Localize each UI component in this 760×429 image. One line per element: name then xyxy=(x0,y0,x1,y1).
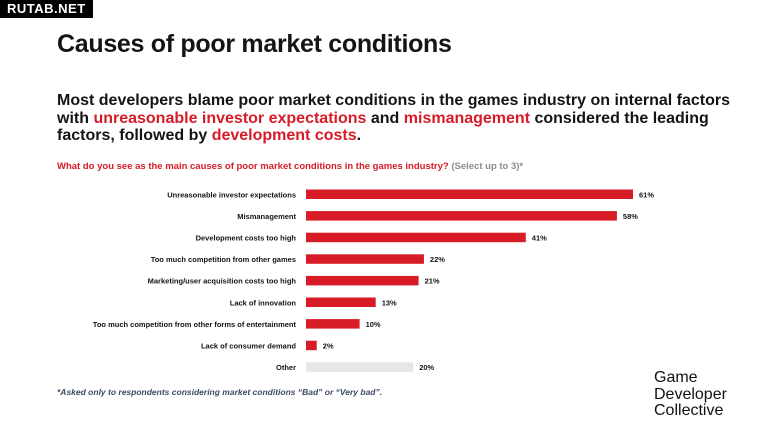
headline-highlight-investor: unreasonable investor expectations xyxy=(93,109,367,127)
headline-highlight-costs: development costs xyxy=(211,127,357,144)
category-label-lack-of-innovation: Lack of innovation xyxy=(230,298,297,307)
bar-too-much-competition-from-other-games xyxy=(306,254,424,264)
category-label-lack-of-consumer-demand: Lack of consumer demand xyxy=(201,341,296,350)
value-label-lack-of-innovation: 13% xyxy=(382,298,397,307)
bar-lack-of-innovation xyxy=(306,297,376,307)
category-label-too-much-competition-from-other-games: Too much competition from other games xyxy=(151,255,296,264)
survey-question-text: What do you see as the main causes of po… xyxy=(57,161,449,172)
value-label-unreasonable-investor-expectations: 61% xyxy=(639,190,654,199)
category-label-too-much-competition-from-other-forms-of-entertainment: Too much competition from other forms of… xyxy=(93,320,297,329)
survey-question-note: (Select up to 3)* xyxy=(451,161,524,172)
headline-highlight-mismanagement: mismanagement xyxy=(403,109,531,127)
bar-too-much-competition-from-other-forms-of-entertainment xyxy=(306,319,360,329)
headline-text-1: Most developers blame poor market condit… xyxy=(57,92,731,127)
category-label-mismanagement: Mismanagement xyxy=(237,212,296,221)
value-label-mismanagement: 58% xyxy=(623,212,638,221)
logo-line-game: Game xyxy=(654,369,698,386)
bar-mismanagement xyxy=(306,211,617,221)
bar-lack-of-consumer-demand xyxy=(306,340,317,351)
value-label-too-much-competition-from-other-games: 22% xyxy=(430,255,445,264)
category-label-unreasonable-investor-expectations: Unreasonable investor expectations xyxy=(167,190,296,199)
category-label-other: Other xyxy=(276,363,296,372)
headline-text-2: and xyxy=(366,109,404,127)
logo-line-collective: Collective xyxy=(654,402,724,419)
watermark: RUTAB.NET xyxy=(0,0,93,18)
headline-text-3: considered the leading factors, followed… xyxy=(57,109,709,145)
category-label-development-costs-too-high: Development costs too high xyxy=(196,233,297,242)
logo-line-developer: Developer xyxy=(654,385,727,403)
headline-text-4: . xyxy=(356,127,362,144)
page-title: Causes of poor market conditions xyxy=(57,30,452,58)
bar-unreasonable-investor-expectations xyxy=(306,189,633,199)
survey-question: What do you see as the main causes of po… xyxy=(57,161,747,172)
value-label-other: 20% xyxy=(419,363,434,372)
footnote: *Asked only to respondents considering m… xyxy=(57,387,383,397)
bar-other xyxy=(306,362,414,372)
value-label-development-costs-too-high: 41% xyxy=(532,233,547,242)
value-label-too-much-competition-from-other-forms-of-entertainment: 10% xyxy=(366,320,381,329)
game-developer-collective-logo: Game Developer Collective xyxy=(654,369,727,420)
bar-marketing-user-acquisition-costs-too-high xyxy=(306,275,419,286)
headline: Most developers blame poor market condit… xyxy=(57,92,737,145)
value-label-marketing-user-acquisition-costs-too-high: 21% xyxy=(425,277,440,286)
value-label-lack-of-consumer-demand: 2% xyxy=(323,341,334,350)
category-label-marketing-user-acquisition-costs-too-high: Marketing/user acquisition costs too hig… xyxy=(148,277,297,286)
bar-development-costs-too-high xyxy=(306,232,526,243)
